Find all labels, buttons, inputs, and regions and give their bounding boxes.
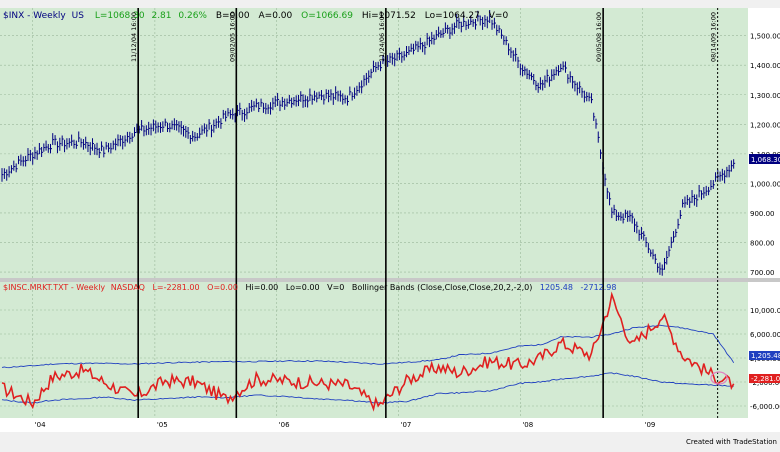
vertical-markers: 11/12/04 16:00 09/02/05 16:00 11/24/06 16:… bbox=[130, 8, 719, 418]
x-tick-label: '08 bbox=[522, 421, 533, 429]
top-header: $INX - Weekly US L=1068.30 2.81 0.26% B=… bbox=[3, 11, 508, 21]
top-last-badge: 1,068.30 bbox=[749, 154, 780, 164]
bottom-volume: V=0 bbox=[327, 283, 344, 292]
top-open: O=1066.69 bbox=[301, 11, 353, 21]
top-price-tick: 1,300.00 bbox=[750, 92, 780, 100]
top-bid: B=0.00 bbox=[216, 11, 250, 21]
series-indicator bbox=[1, 291, 735, 412]
bottom-upper-value: 1205.48 bbox=[540, 283, 573, 292]
bottom-high: Hi=0.00 bbox=[246, 283, 279, 292]
bottom-last: L=-2281.00 bbox=[152, 283, 199, 292]
bottom-value-tick: -6,000.00 bbox=[750, 403, 780, 411]
series-lower-band bbox=[1, 372, 734, 404]
top-price-tick: 1,400.00 bbox=[750, 62, 780, 70]
footer-credit: Created with TradeStation bbox=[686, 438, 777, 446]
time-axis bbox=[0, 418, 780, 432]
bottom-last-badge: -2,281.00 bbox=[749, 374, 780, 383]
bottom-lower-value: -2712.98 bbox=[581, 283, 617, 292]
top-price-tick: 800.00 bbox=[750, 240, 775, 248]
top-region: US bbox=[72, 11, 85, 21]
bottom-value-tick: 10,000.00 bbox=[750, 307, 780, 315]
top-low: Lo=1064.27 bbox=[425, 11, 480, 21]
top-volume: V=0 bbox=[489, 11, 509, 21]
bottom-symbol: $INSC.MRKT.TXT - Weekly bbox=[3, 283, 105, 292]
bottom-upper-badge: 1,205.48 bbox=[749, 351, 780, 360]
x-tick-label: '09 bbox=[645, 421, 656, 429]
highlight-circle bbox=[710, 371, 728, 385]
top-price-tick: 1,500.00 bbox=[750, 33, 780, 41]
top-pct: 0.26% bbox=[178, 11, 207, 21]
x-tick-label: '07 bbox=[401, 421, 412, 429]
marker-label: 11/12/04 16:00 bbox=[130, 12, 138, 62]
bottom-series bbox=[1, 291, 735, 412]
top-price-tick: 900.00 bbox=[750, 210, 775, 218]
x-tick-label: '06 bbox=[279, 421, 290, 429]
bottom-header: $INSC.MRKT.TXT - Weekly NASDAQ L=-2281.0… bbox=[3, 283, 616, 292]
series-upper-band bbox=[1, 324, 735, 369]
marker-label: 09/05/08 16:00 bbox=[595, 12, 603, 62]
top-interval: Weekly bbox=[33, 11, 66, 21]
top-price-tick: 1,200.00 bbox=[750, 121, 780, 129]
top-high: Hi=1071.52 bbox=[362, 11, 416, 21]
top-last-badge-text: 1,068.30 bbox=[751, 156, 780, 164]
bottom-indicator: Bollinger Bands (Close,Close,Close,20,2,… bbox=[352, 283, 532, 292]
x-tick-label: '04 bbox=[35, 421, 46, 429]
marker-label: 08/14/09 16:00 bbox=[710, 12, 718, 62]
bottom-open: O=0.00 bbox=[207, 283, 238, 292]
top-last: L=1068.30 bbox=[95, 11, 145, 21]
top-price-tick: 700.00 bbox=[750, 269, 775, 277]
bottom-upper-badge-text: 1,205.48 bbox=[751, 352, 780, 360]
top-change: 2.81 bbox=[151, 11, 171, 21]
top-ask: A=0.00 bbox=[259, 11, 293, 21]
marker-label: 09/02/05 16:00 bbox=[228, 12, 236, 62]
x-tick-label: '05 bbox=[157, 421, 168, 429]
bottom-low: Lo=0.00 bbox=[286, 283, 320, 292]
bottom-value-axis bbox=[748, 282, 780, 418]
top-panel-plot-area[interactable] bbox=[0, 8, 748, 278]
x-axis-labels: '04 '05 '06 '07 '08 '09 bbox=[35, 421, 656, 429]
top-symbol: $INX bbox=[3, 11, 24, 21]
bottom-panel-plot-area[interactable] bbox=[0, 282, 748, 418]
top-price-tick: 1,000.00 bbox=[750, 180, 780, 188]
bottom-last-badge-text: -2,281.00 bbox=[751, 375, 780, 383]
bottom-value-tick: 6,000.00 bbox=[750, 331, 780, 339]
marker-label: 11/24/06 16:00 bbox=[378, 12, 386, 62]
bottom-exchange: NASDAQ bbox=[111, 283, 145, 292]
top-price-axis bbox=[748, 8, 780, 278]
panel-divider[interactable] bbox=[0, 278, 780, 282]
top-sep-1: - bbox=[27, 11, 33, 21]
